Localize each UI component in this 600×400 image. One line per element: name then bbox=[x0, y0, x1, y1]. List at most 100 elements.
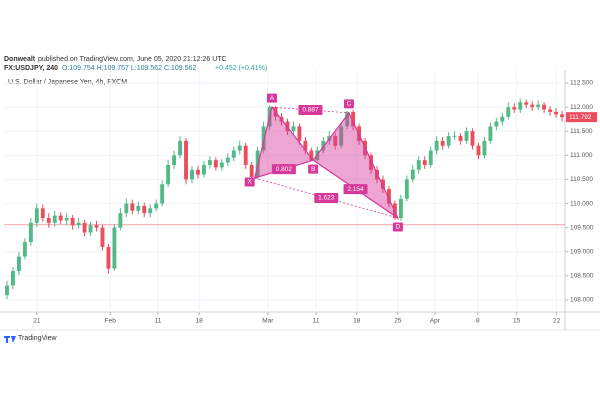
candle-body bbox=[530, 104, 535, 108]
candle-body bbox=[142, 205, 147, 214]
candle-body bbox=[190, 169, 194, 180]
point-label: B bbox=[311, 166, 315, 173]
candle-body bbox=[554, 111, 558, 115]
candle-body bbox=[446, 136, 451, 146]
candle-body bbox=[428, 150, 433, 165]
candle-body bbox=[345, 111, 350, 127]
published: published on TradingView.com, June 05, 2… bbox=[38, 56, 227, 63]
candle-body bbox=[207, 160, 212, 165]
x-tick-label: 18 bbox=[196, 318, 204, 325]
candle-body bbox=[243, 145, 248, 165]
x-tick-label: 18 bbox=[353, 318, 361, 325]
candle-body bbox=[452, 136, 457, 137]
candle-body bbox=[416, 160, 421, 170]
ratio-box bbox=[298, 105, 323, 116]
candle-body bbox=[178, 140, 182, 156]
candle-body bbox=[464, 131, 469, 141]
candle-body bbox=[476, 145, 481, 156]
candle-body bbox=[52, 215, 57, 223]
candle-body bbox=[88, 225, 93, 233]
candle-body bbox=[154, 203, 159, 209]
candle-body bbox=[166, 164, 171, 185]
candle-body bbox=[28, 222, 33, 243]
candle-body bbox=[160, 184, 165, 204]
y-tick-label: 111.500 bbox=[570, 128, 593, 135]
candle-body bbox=[219, 162, 224, 168]
candle-body bbox=[303, 140, 308, 151]
candle-body bbox=[291, 126, 296, 132]
candle-body bbox=[249, 164, 254, 178]
ohlc: O:109.754 H:109.757 L:109.562 C:109.562 bbox=[62, 65, 196, 72]
candle-body bbox=[494, 121, 499, 127]
candle-body bbox=[470, 131, 475, 146]
candle-body bbox=[339, 126, 344, 146]
ratio-box bbox=[314, 192, 339, 203]
candle-body bbox=[518, 102, 523, 110]
candle-body bbox=[16, 256, 21, 272]
y-tick-label: 108.500 bbox=[570, 273, 594, 280]
candle-body bbox=[22, 242, 27, 257]
candle-body bbox=[58, 215, 63, 221]
y-tick-label: 109.000 bbox=[570, 248, 594, 255]
candle-body bbox=[309, 150, 314, 161]
candle-body bbox=[130, 203, 135, 211]
candle-body bbox=[321, 140, 326, 151]
author: Donwealt bbox=[4, 56, 36, 63]
candle-body bbox=[369, 155, 373, 170]
candle-body bbox=[458, 136, 463, 141]
symbol: FX:USDJPY, 240 bbox=[4, 65, 58, 72]
candle-body bbox=[548, 109, 553, 112]
point-box bbox=[244, 177, 255, 187]
x-tick-label: 11 bbox=[155, 318, 162, 325]
point-label: A bbox=[270, 95, 275, 102]
candle-body bbox=[148, 208, 153, 214]
y-tick-label: 112.500 bbox=[570, 80, 593, 87]
x-tick-label: Mar bbox=[262, 318, 274, 325]
candle-body bbox=[106, 246, 111, 269]
candle-body bbox=[184, 140, 188, 180]
ratio-label: 2.154 bbox=[347, 186, 364, 193]
point-box bbox=[392, 222, 403, 232]
candle-body bbox=[422, 160, 427, 165]
candle-body bbox=[237, 145, 242, 151]
candle-body bbox=[524, 102, 529, 105]
candle-body bbox=[482, 140, 487, 156]
point-label: X bbox=[247, 179, 252, 186]
candle-body bbox=[112, 227, 117, 269]
candle-body bbox=[100, 227, 105, 247]
ratio-label: 1.623 bbox=[318, 195, 335, 202]
candle-body bbox=[560, 114, 564, 118]
logo bbox=[4, 336, 16, 343]
candle-body bbox=[124, 203, 129, 214]
y-tick-label: 109.500 bbox=[570, 224, 594, 231]
candle-body bbox=[410, 169, 415, 180]
candle-body bbox=[536, 104, 541, 108]
y-tick-label: 112.000 bbox=[570, 104, 593, 111]
candle-body bbox=[404, 179, 409, 199]
y-tick-label: 108.000 bbox=[570, 297, 594, 304]
candle-body bbox=[46, 217, 51, 223]
chart-title: U.S. Dollar / Japanese Yen, 4h, FXCM bbox=[8, 79, 127, 86]
x-tick-label: 25 bbox=[394, 318, 402, 325]
ratio-label: 0.802 bbox=[276, 166, 293, 173]
point-box bbox=[266, 93, 277, 103]
candle-body bbox=[440, 140, 445, 146]
candle-body bbox=[512, 107, 517, 110]
last-price-label: 111.792 bbox=[569, 114, 592, 121]
x-tick-label: 8 bbox=[476, 318, 480, 325]
ratio-box bbox=[343, 184, 368, 195]
x-tick-label: Apr bbox=[430, 318, 441, 325]
change: +0.452 (+0.41%) bbox=[215, 65, 267, 72]
candle-body bbox=[351, 111, 356, 127]
candle-body bbox=[434, 140, 439, 151]
candle-body bbox=[488, 126, 493, 141]
candle-body bbox=[506, 107, 511, 117]
candle-body bbox=[500, 116, 505, 122]
candle-body bbox=[398, 198, 403, 218]
x-tick-label: Feb bbox=[105, 318, 117, 325]
candle-body bbox=[213, 160, 218, 168]
brand: TradingView bbox=[18, 335, 57, 342]
pattern-ratio-line bbox=[254, 177, 399, 219]
